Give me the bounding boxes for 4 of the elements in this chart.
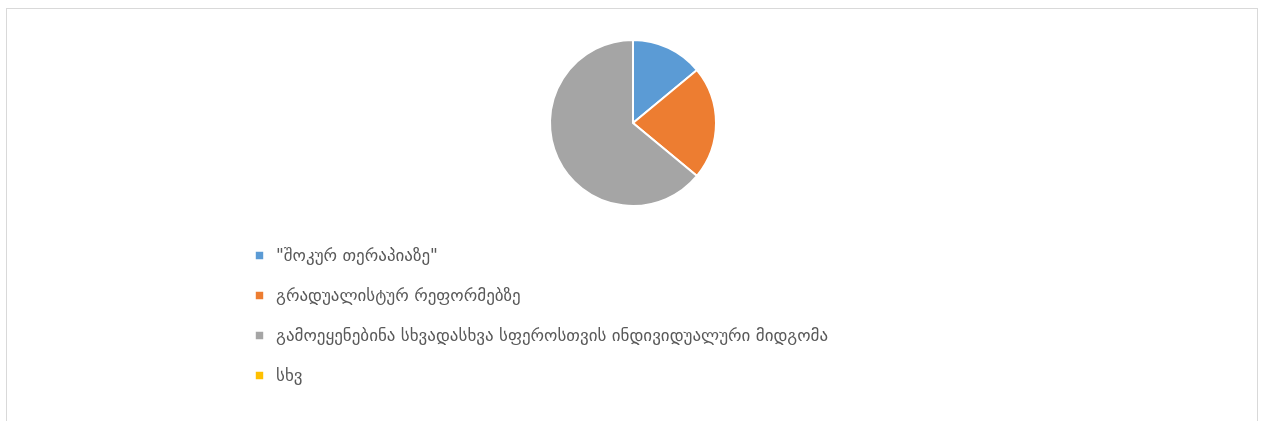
legend-label: გრადუალისტურ რეფორმებზე	[276, 284, 521, 305]
legend-label: სხვ	[276, 364, 303, 385]
legend-label: გამოეყენებინა სხვადასხვა სფეროსთვის ინდივიდუალური მიდგომა	[276, 324, 829, 345]
legend-label: "შოკურ თერაპიაზე"	[276, 244, 438, 265]
